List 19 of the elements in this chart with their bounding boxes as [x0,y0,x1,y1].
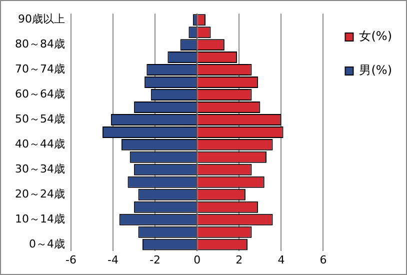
y-tick-label: 90歳以上 [18,12,65,26]
x-tick-label: 4 [278,253,285,266]
x-tick-label: 0 [194,253,201,266]
x-tick-label: -4 [108,253,119,266]
x-tick-label: 6 [320,253,327,266]
y-tick-label: 20～24歳 [14,187,65,200]
x-tick-label: 2 [236,253,243,266]
y-tick-label: 0～4歳 [28,237,65,250]
legend-label: 男(%) [359,63,392,78]
y-tick-label: 70～74歳 [14,62,65,76]
legend-label: 女(%) [359,29,392,44]
y-tick-label: 60～64歳 [14,88,65,101]
y-tick-label: 10～14歳 [14,212,65,226]
y-tick-label: 80～84歳 [14,38,65,51]
y-tick-label: 40～44歳 [14,138,65,151]
x-tick-label: -6 [66,253,76,266]
x-tick-label: -2 [150,253,161,266]
y-tick-label: 50～54歳 [14,112,65,126]
y-tick-label: 30～34歳 [14,162,65,176]
